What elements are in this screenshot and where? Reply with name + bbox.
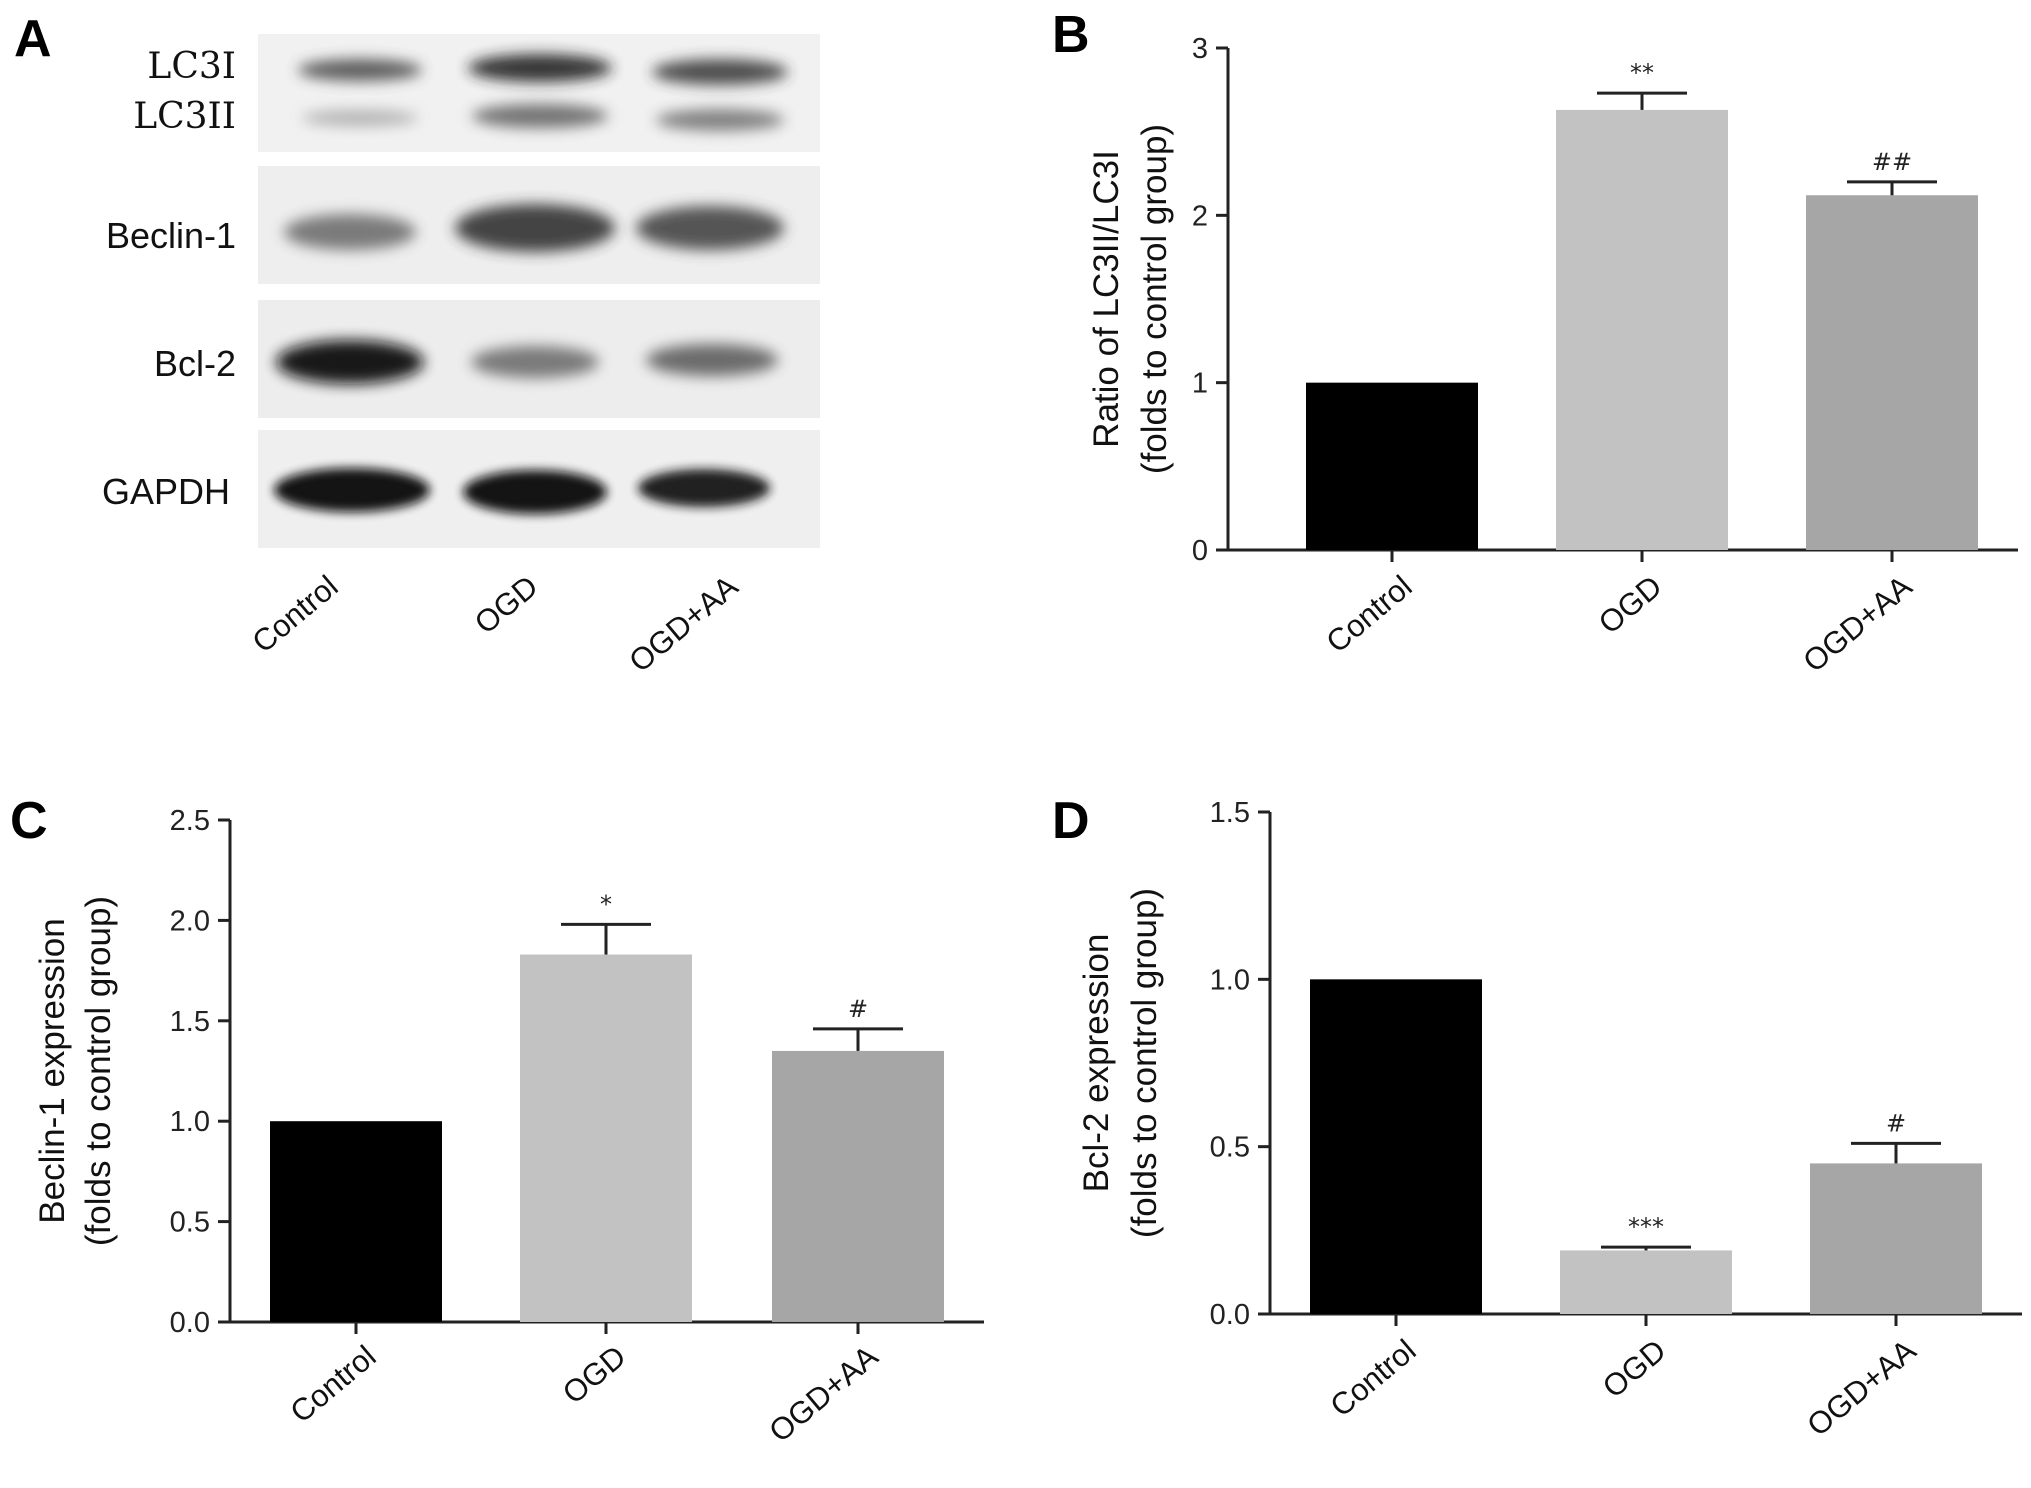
significance-label-d-2: # [1886, 1109, 1906, 1137]
y-tick-label-d-2: 1.0 [1210, 964, 1250, 996]
significance-label-d-1: *** [1628, 1213, 1664, 1241]
bar-d-1 [1560, 1250, 1732, 1314]
panel-letter-d: D [1052, 792, 1090, 850]
blot-row-label-lc3i: LC3I [147, 46, 236, 87]
band-lc3i-control [298, 59, 422, 81]
bar-d-0 [1310, 979, 1482, 1314]
chart-b: 0 1 2 3 Control ** OGD ## OGD+AA Ratio of LC3II/L… [1087, 33, 2018, 679]
x-tick-label-c-0: Control [283, 1339, 382, 1430]
significance-label-b-2: ## [1872, 148, 1912, 176]
band-lc3i-ogdaa [652, 59, 788, 85]
x-tick-label-d-1: OGD [1596, 1333, 1673, 1405]
bar-b-0 [1306, 382, 1478, 550]
chart-d: 0.0 0.5 1.0 1.5 Control *** OGD # OGD+AA Bcl-2 ex… [1077, 797, 2022, 1443]
x-tick-label-b-1: OGD [1592, 569, 1669, 641]
significance-label-b-1: ** [1630, 59, 1654, 87]
y-tick-label-b-2: 2 [1192, 200, 1208, 232]
bar-c-0 [270, 1121, 442, 1322]
y-axis-subtitle-b: (folds to control group) [1135, 124, 1174, 474]
significance-label-c-2: # [848, 995, 868, 1023]
x-tick-label-c-2: OGD+AA [762, 1338, 884, 1449]
band-lc3i-ogd [468, 54, 612, 82]
blot-lane-label-ogdaa: OGD+AA [622, 568, 744, 679]
blot-row-label-gapdh: GAPDH [102, 471, 230, 512]
significance-label-c-1: * [600, 890, 612, 918]
blot-strip-lc3 [258, 34, 820, 152]
y-tick-label-c-4: 2.0 [170, 905, 210, 937]
blot-row-label-beclin1: Beclin-1 [106, 215, 236, 256]
blot-row-label-bcl2: Bcl-2 [154, 343, 236, 384]
blot-lane-label-ogd: OGD [468, 569, 545, 641]
blot-row-label-lc3ii: LC3II [133, 96, 236, 137]
panel-letter-b: B [1052, 6, 1090, 64]
y-tick-label-c-5: 2.5 [170, 805, 210, 837]
bar-d-2 [1810, 1163, 1982, 1314]
band-bcl2-control [276, 340, 424, 384]
band-beclin1-ogdaa [636, 206, 784, 250]
y-tick-label-b-1: 1 [1192, 368, 1208, 400]
band-gapdh-ogdaa [638, 469, 770, 507]
band-lc3ii-control [302, 110, 418, 126]
y-tick-label-c-2: 1.0 [170, 1106, 210, 1138]
y-axis-title-c: Beclin-1 expression [33, 918, 72, 1223]
y-tick-label-d-3: 1.5 [1210, 797, 1250, 829]
y-tick-label-b-3: 3 [1192, 33, 1208, 65]
bar-c-1 [520, 954, 692, 1322]
x-tick-label-b-2: OGD+AA [1796, 568, 1918, 679]
blot-lane-label-control: Control [245, 569, 344, 660]
western-blot: LC3I LC3II Beclin-1 Bcl-2 GAPDH Control … [102, 34, 820, 679]
band-beclin1-control [284, 214, 416, 250]
y-axis-title-d: Bcl-2 expression [1077, 934, 1116, 1193]
y-tick-label-c-0: 0.0 [170, 1307, 210, 1339]
band-gapdh-ogd [463, 470, 607, 514]
bar-b-2 [1806, 195, 1978, 550]
y-axis-subtitle-c: (folds to control group) [79, 896, 118, 1246]
y-tick-label-b-0: 0 [1192, 535, 1208, 567]
y-tick-label-d-1: 0.5 [1210, 1132, 1250, 1164]
panel-letter-c: C [10, 792, 48, 850]
band-lc3ii-ogdaa [656, 109, 784, 131]
band-lc3ii-ogd [472, 104, 608, 128]
y-tick-label-c-1: 0.5 [170, 1207, 210, 1239]
band-bcl2-ogd [471, 346, 599, 378]
bar-b-1 [1556, 109, 1728, 550]
y-axis-subtitle-d: (folds to control group) [1125, 888, 1164, 1238]
x-tick-label-b-0: Control [1319, 569, 1418, 660]
band-beclin1-ogd [455, 204, 615, 252]
y-tick-label-c-3: 1.5 [170, 1006, 210, 1038]
chart-c: 0.0 0.5 1.0 1.5 2.0 2.5 Control * OGD # OGD+AA Becl… [33, 805, 984, 1449]
panel-letter-a: A [14, 10, 52, 68]
x-tick-label-d-2: OGD+AA [1800, 1332, 1922, 1443]
bar-c-2 [772, 1050, 944, 1322]
x-tick-label-d-0: Control [1323, 1333, 1422, 1424]
y-axis-title-b: Ratio of LC3II/LC3I [1087, 150, 1126, 448]
x-tick-label-c-1: OGD [556, 1339, 633, 1411]
band-gapdh-control [274, 468, 430, 512]
y-tick-label-d-0: 0.0 [1210, 1299, 1250, 1331]
band-bcl2-ogdaa [646, 344, 778, 376]
